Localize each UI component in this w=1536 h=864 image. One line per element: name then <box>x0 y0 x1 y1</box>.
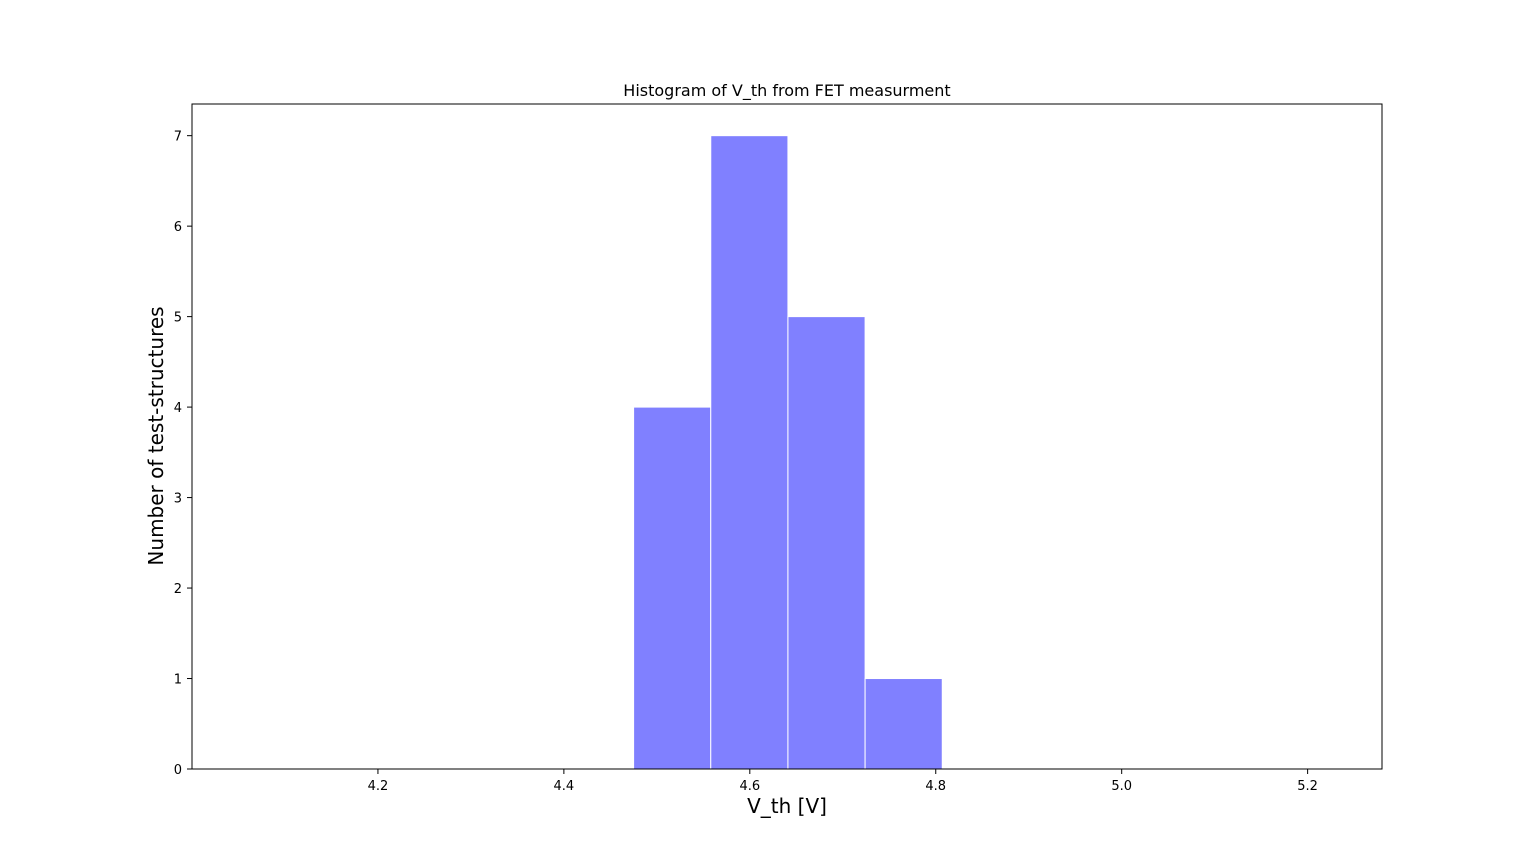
histogram-bar-3 <box>787 316 866 770</box>
y-tick-label: 5 <box>174 311 182 326</box>
bars-group <box>633 135 943 770</box>
y-tick-label: 4 <box>174 401 182 416</box>
x-tick-label: 5.0 <box>1111 779 1132 794</box>
x-tick-label: 5.2 <box>1297 779 1318 794</box>
x-tick-label: 4.8 <box>925 779 946 794</box>
y-axis: 0 1 2 3 4 5 6 7 <box>174 130 192 778</box>
histogram-bar-4 <box>864 678 943 770</box>
y-tick-label: 6 <box>174 220 182 235</box>
y-tick-label: 3 <box>174 492 182 507</box>
plot-frame <box>191 103 1383 770</box>
x-axis-label: V_th [V] <box>747 794 827 818</box>
y-tick-label: 0 <box>174 763 182 778</box>
x-tick-label: 4.4 <box>554 779 575 794</box>
histogram-bar-1 <box>633 406 712 770</box>
x-tick-label: 4.6 <box>739 779 760 794</box>
y-tick-label: 7 <box>174 130 182 145</box>
y-axis-label: Number of test-structures <box>144 306 168 565</box>
chart-title: Histogram of V_th from FET measurment <box>623 81 950 101</box>
histogram-bar-2 <box>710 135 789 770</box>
y-tick-label: 2 <box>174 582 182 597</box>
x-axis: 4.2 4.4 4.6 4.8 5.0 5.2 <box>368 769 1318 794</box>
y-tick-label: 1 <box>174 673 182 688</box>
x-tick-label: 4.2 <box>368 779 389 794</box>
